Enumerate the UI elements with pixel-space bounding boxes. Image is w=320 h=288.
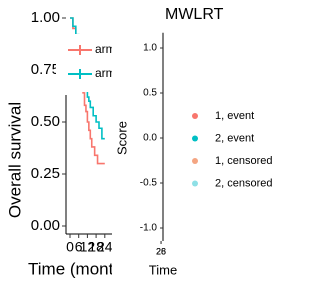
legend-key [192, 135, 198, 142]
y-tick-label: 0.75 [31, 61, 60, 78]
y-axis-label: Overall survival [5, 102, 24, 218]
y-tick-label: 0.25 [31, 165, 60, 182]
y-tick-label: 0.00 [31, 217, 60, 234]
chart-title: MWLRT [165, 6, 224, 23]
x-tick-label: 28 [156, 246, 166, 256]
x-tick-label: 0 [66, 239, 74, 255]
x-tick-label: 24 [97, 239, 113, 255]
legend-label: arm 1 [95, 42, 126, 56]
x-tick-label: 6 [75, 239, 83, 255]
legend-background [56, 34, 112, 92]
legend-key-marker [75, 69, 85, 79]
y-tick-label: 1.00 [31, 9, 60, 26]
legend-label: arm 2 [95, 66, 126, 80]
legend-label: 2, event [215, 132, 254, 144]
y-tick-label: 1.0 [143, 43, 157, 54]
x-axis-label: Time (months) [28, 259, 137, 278]
legend-label: 2, censored [215, 177, 272, 189]
y-tick-label: 0.50 [31, 113, 60, 130]
legend-key [192, 113, 198, 119]
legend-key-marker [75, 45, 85, 55]
y-tick-label: 0.5 [143, 88, 157, 99]
y-tick-label: 0.0 [143, 133, 157, 144]
y-tick-label: -1.0 [140, 223, 158, 234]
y-tick-label: -0.5 [140, 178, 158, 189]
legend-label: 1, event [215, 110, 254, 122]
x-tick-label: 26 [156, 246, 166, 256]
legend-key [192, 180, 198, 187]
legend-label: 1, censored [215, 155, 272, 167]
y-axis-label: Score [114, 121, 129, 155]
legend-key [192, 158, 198, 164]
x-tick-label: 12 [80, 239, 96, 255]
x-tick-label: 18 [88, 239, 104, 255]
x-axis-label: Time [149, 262, 177, 277]
